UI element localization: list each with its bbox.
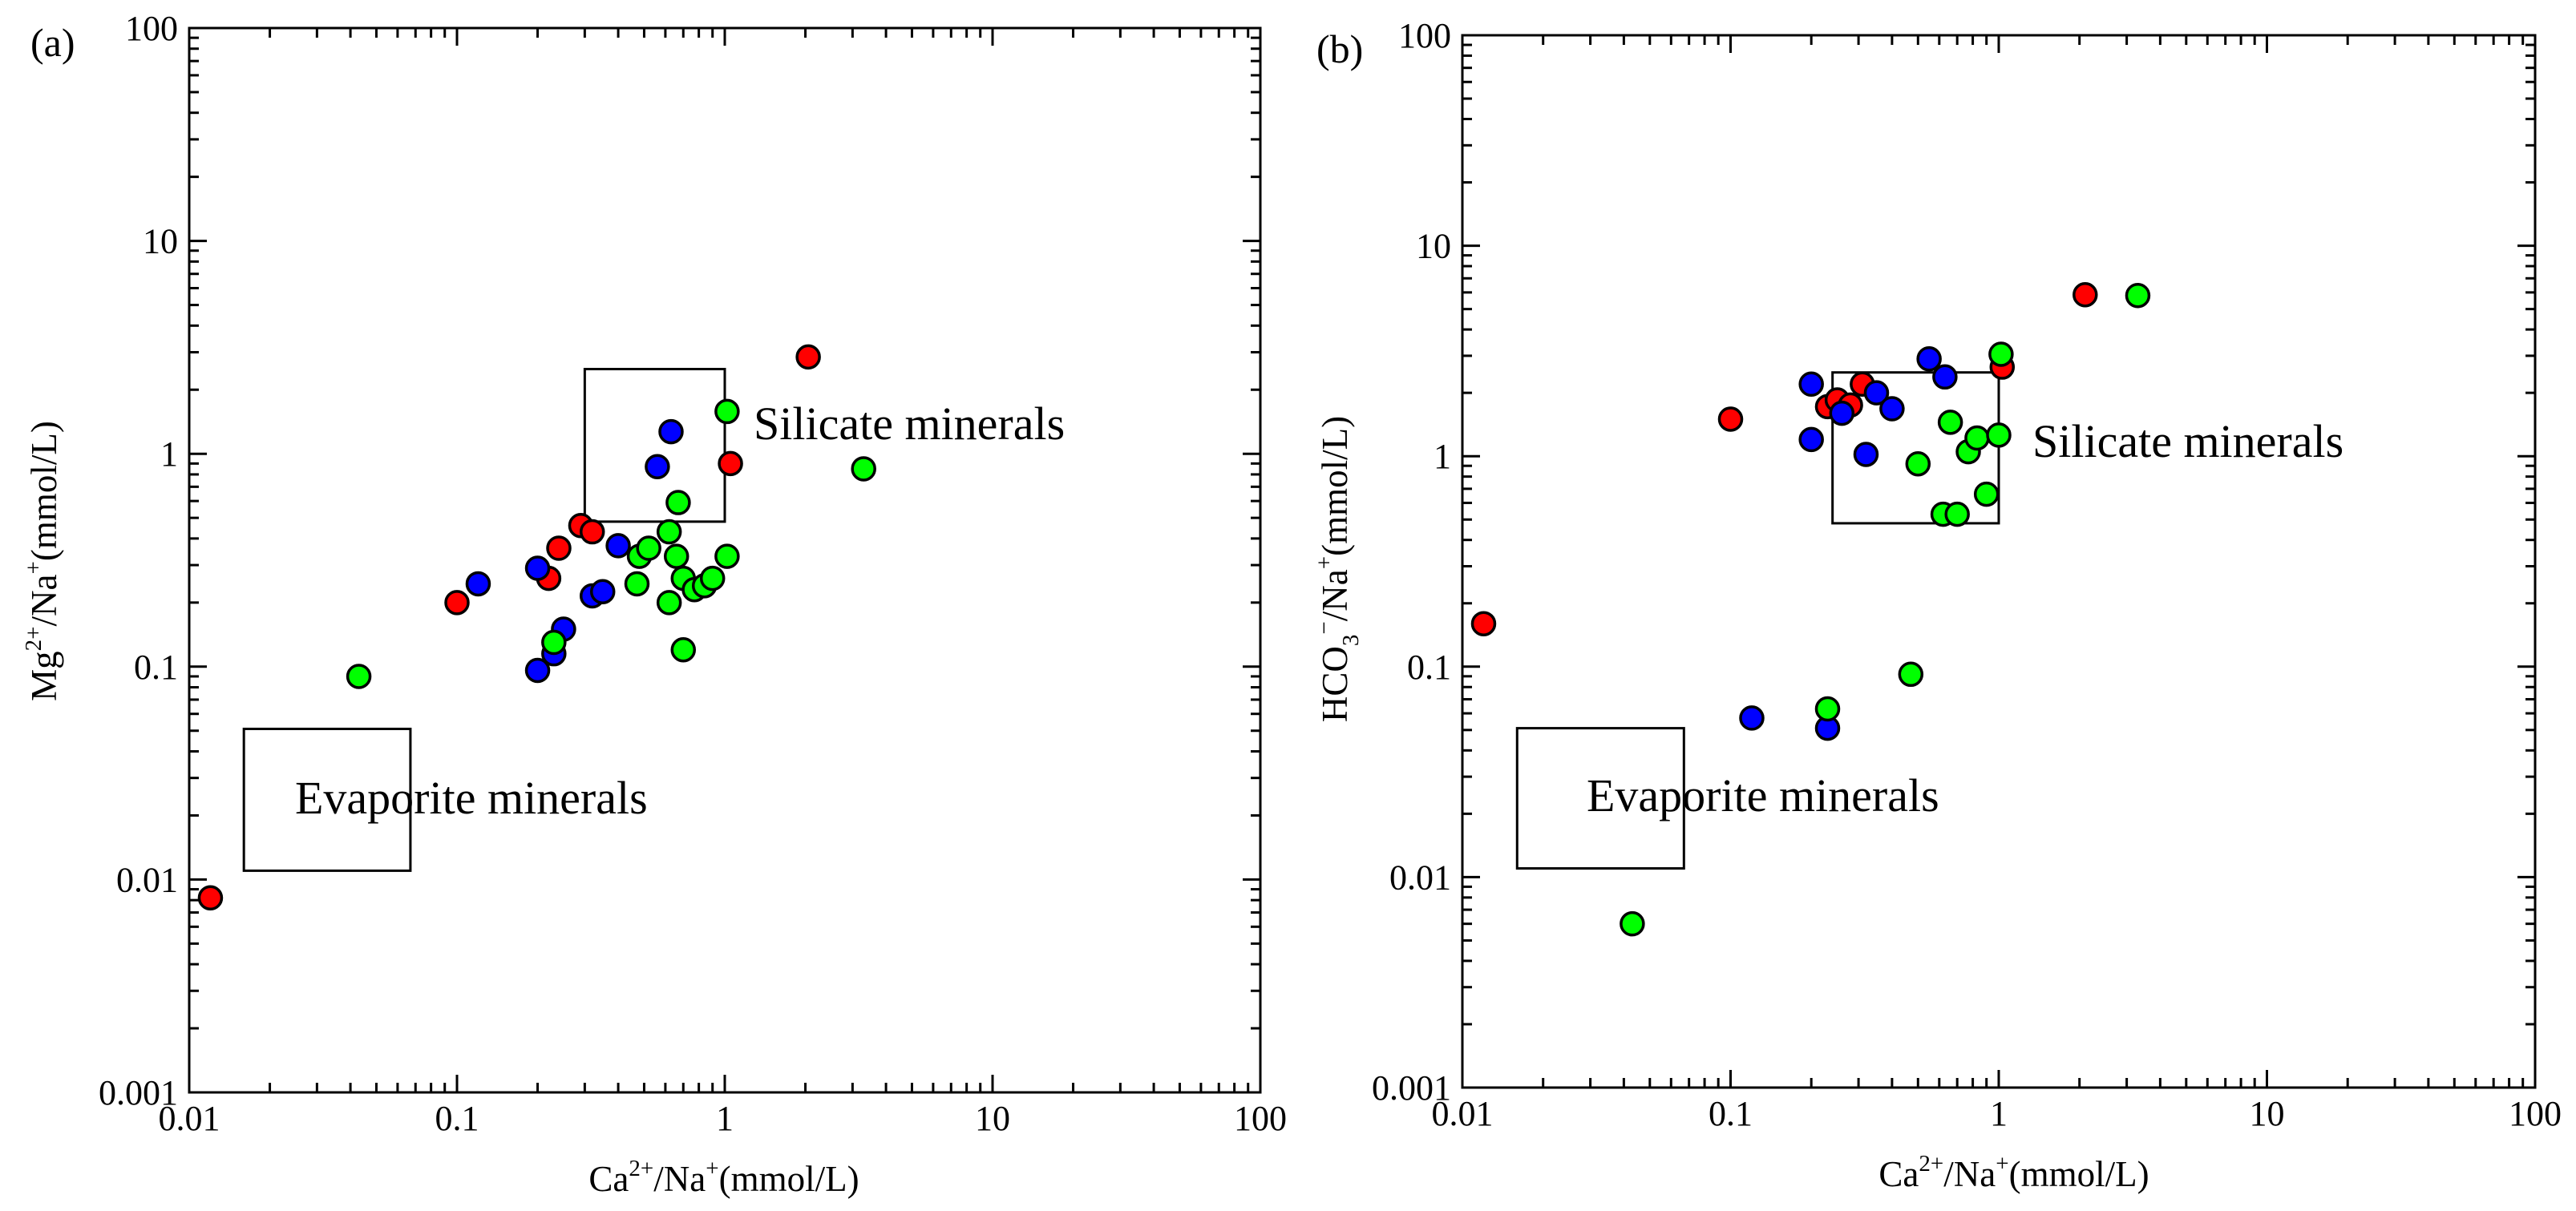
data-point-green: [1905, 450, 1931, 477]
panel-b-points: [1470, 281, 2151, 937]
x-tick-label: 0.01: [159, 1099, 220, 1138]
panel-b-silicate-label: Silicate minerals: [2032, 415, 2343, 467]
data-point-green: [541, 629, 567, 656]
data-point-green: [663, 543, 689, 569]
y-tick-label: 0.1: [134, 648, 178, 687]
data-point-green: [1973, 481, 2000, 507]
data-point-red: [546, 535, 572, 561]
data-point-green: [1620, 910, 1645, 937]
y-tick-label: 100: [1398, 16, 1451, 55]
panel-a-points: [197, 344, 876, 911]
panel-a-silicate-box: [583, 368, 726, 523]
data-point-green: [656, 519, 682, 545]
data-point-blue: [1853, 442, 1879, 467]
panel-a-x-axis-label: Ca2+/Na+(mmol/L): [588, 1156, 859, 1199]
panel-a-regions: Silicate minerals Evaporite minerals: [242, 368, 1065, 872]
data-point-green: [665, 490, 691, 515]
x-tick-label: 100: [2509, 1094, 2562, 1133]
x-tick-label: 10: [2250, 1094, 2285, 1133]
panel-b-silicate-box: [1831, 371, 2000, 525]
x-tick-label: 1: [1990, 1094, 2008, 1133]
panel-b-evaporite-box: [1515, 727, 1685, 870]
data-point-green: [2125, 282, 2151, 309]
x-tick-label: 0.01: [1432, 1094, 1494, 1133]
y-tick-label: 0.1: [1407, 648, 1451, 687]
y-tick-label: 10: [1416, 227, 1451, 266]
x-tick-label: 0.1: [435, 1099, 479, 1138]
data-point-blue: [1798, 371, 1824, 398]
y-tick-label: 0.001: [99, 1073, 178, 1112]
data-point-green: [656, 590, 682, 616]
data-point-green: [699, 565, 726, 591]
data-point-green: [1988, 341, 2014, 367]
data-point-red: [1717, 406, 1744, 432]
data-point-green: [670, 637, 697, 663]
panel-a-evaporite-box: [242, 727, 412, 872]
data-point-red: [718, 450, 743, 477]
data-point-green: [346, 664, 372, 689]
data-point-red: [1470, 611, 1497, 636]
data-point-green: [1898, 661, 1924, 688]
panel-b-x-axis-label: Ca2+/Na+(mmol/L): [1878, 1151, 2149, 1194]
panel-b-evaporite-label: Evaporite minerals: [1587, 769, 1939, 821]
data-point-blue: [605, 533, 631, 559]
data-point-blue: [1879, 396, 1905, 422]
data-point-red: [579, 519, 605, 545]
data-point-green: [1937, 410, 1963, 435]
data-point-green: [1964, 425, 1990, 451]
data-point-blue: [524, 657, 551, 684]
data-point-blue: [524, 555, 551, 581]
data-point-blue: [1932, 364, 1958, 390]
data-point-red: [2073, 281, 2098, 308]
data-point-blue: [1739, 705, 1765, 731]
x-tick-label: 1: [716, 1099, 734, 1138]
y-tick-label: 10: [143, 222, 178, 261]
data-point-blue: [1863, 380, 1890, 406]
y-tick-label: 0.01: [116, 860, 178, 899]
data-point-green: [624, 571, 650, 597]
panel-a-plot-frame: [188, 26, 1262, 1094]
data-point-blue: [1916, 346, 1942, 372]
panel-b-plot-frame: [1461, 34, 2537, 1089]
panel-b-y-axis-label: HCO3−/Na+(mmol/L): [1312, 416, 1364, 722]
data-point-green: [1986, 422, 2012, 448]
x-tick-label: 0.1: [1709, 1094, 1753, 1133]
x-tick-label: 10: [975, 1099, 1010, 1138]
data-point-blue: [589, 579, 616, 605]
panel-a-label: (a): [30, 20, 75, 65]
data-point-red: [795, 344, 821, 370]
data-point-red: [444, 590, 470, 616]
data-point-green: [636, 535, 661, 561]
panel-b-regions: Silicate minerals Evaporite minerals: [1515, 371, 2343, 870]
y-tick-label: 1: [160, 434, 178, 474]
x-tick-label: 100: [1234, 1099, 1287, 1138]
panel-a-y-axis-label: Mg2+/Na+(mmol/L): [21, 421, 64, 701]
data-point-green: [714, 543, 740, 569]
data-point-blue: [1829, 400, 1855, 426]
panel-a-evaporite-label: Evaporite minerals: [295, 772, 648, 824]
y-tick-label: 100: [125, 9, 178, 48]
data-point-blue: [1798, 426, 1824, 453]
y-tick-label: 0.001: [1372, 1068, 1451, 1108]
data-point-green: [851, 456, 876, 482]
data-point-green: [714, 398, 740, 425]
data-point-green: [1944, 501, 1970, 527]
data-point-blue: [658, 418, 684, 445]
data-point-blue: [465, 571, 491, 597]
data-point-blue: [645, 454, 670, 480]
panel-a-silicate-label: Silicate minerals: [754, 398, 1065, 450]
data-point-green: [1814, 696, 1841, 722]
panel-b-label: (b): [1316, 26, 1363, 71]
y-tick-label: 1: [1434, 437, 1451, 476]
y-tick-label: 0.01: [1389, 858, 1451, 897]
data-point-red: [197, 885, 224, 911]
